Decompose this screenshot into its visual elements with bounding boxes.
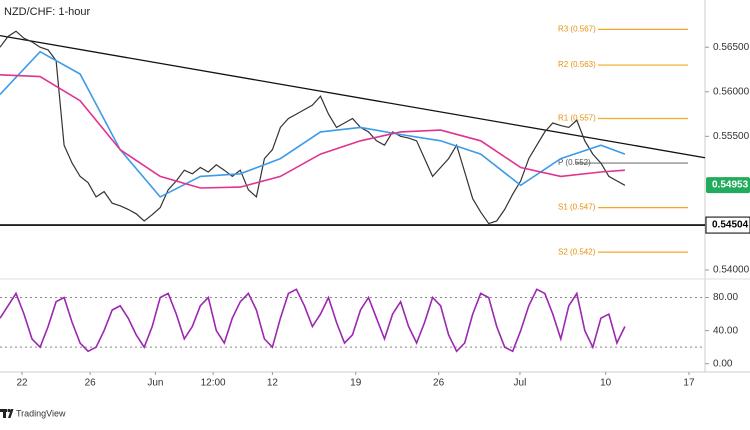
y-tick-label: 0.56500: [713, 42, 750, 53]
pivot-label: S1 (0.547): [558, 203, 596, 212]
trendline: [0, 35, 706, 159]
chart-title: NZD/CHF: 1-hour: [4, 6, 91, 18]
pivot-label: R3 (0.567): [558, 25, 596, 34]
y-tick-label: 80.00: [713, 292, 738, 303]
pivot-label: R2 (0.563): [558, 60, 596, 69]
support-badge: [705, 216, 750, 234]
y-tick-label: 40.00: [713, 325, 738, 336]
y-tick-label: 0.55500: [713, 131, 750, 142]
x-tick-label: 22: [16, 378, 28, 389]
y-tick-label: 0.00: [713, 358, 733, 369]
series-line: [0, 74, 625, 189]
series-line: [0, 30, 626, 225]
x-tick-label: 26: [433, 378, 445, 389]
pivot-label: R1 (0.557): [558, 114, 596, 123]
x-tick-label: 17: [683, 378, 695, 389]
brand: TradingView: [16, 408, 66, 418]
tv-logo: [0, 408, 14, 418]
pivot-label: P (0.552): [558, 158, 591, 167]
x-tick-label: 12: [267, 378, 279, 389]
y-tick-label: 0.54000: [713, 265, 750, 276]
x-tick-label: 26: [85, 378, 97, 389]
pivot-label: S2 (0.542): [558, 247, 596, 256]
series-line: [0, 50, 626, 198]
x-tick-label: Jul: [514, 378, 527, 389]
last-price-badge: [706, 177, 750, 194]
support-label: 0.54504: [712, 220, 749, 231]
y-tick-label: 0.56000: [713, 86, 750, 97]
x-tick-label: 12:00: [201, 378, 226, 389]
x-tick-label: 19: [350, 378, 362, 389]
title-bg: [0, 4, 88, 20]
x-tick-label: Jun: [147, 378, 163, 389]
x-tick-label: 10: [600, 378, 612, 389]
series-line: [0, 288, 626, 353]
last-price-label: 0.54953: [712, 180, 749, 191]
